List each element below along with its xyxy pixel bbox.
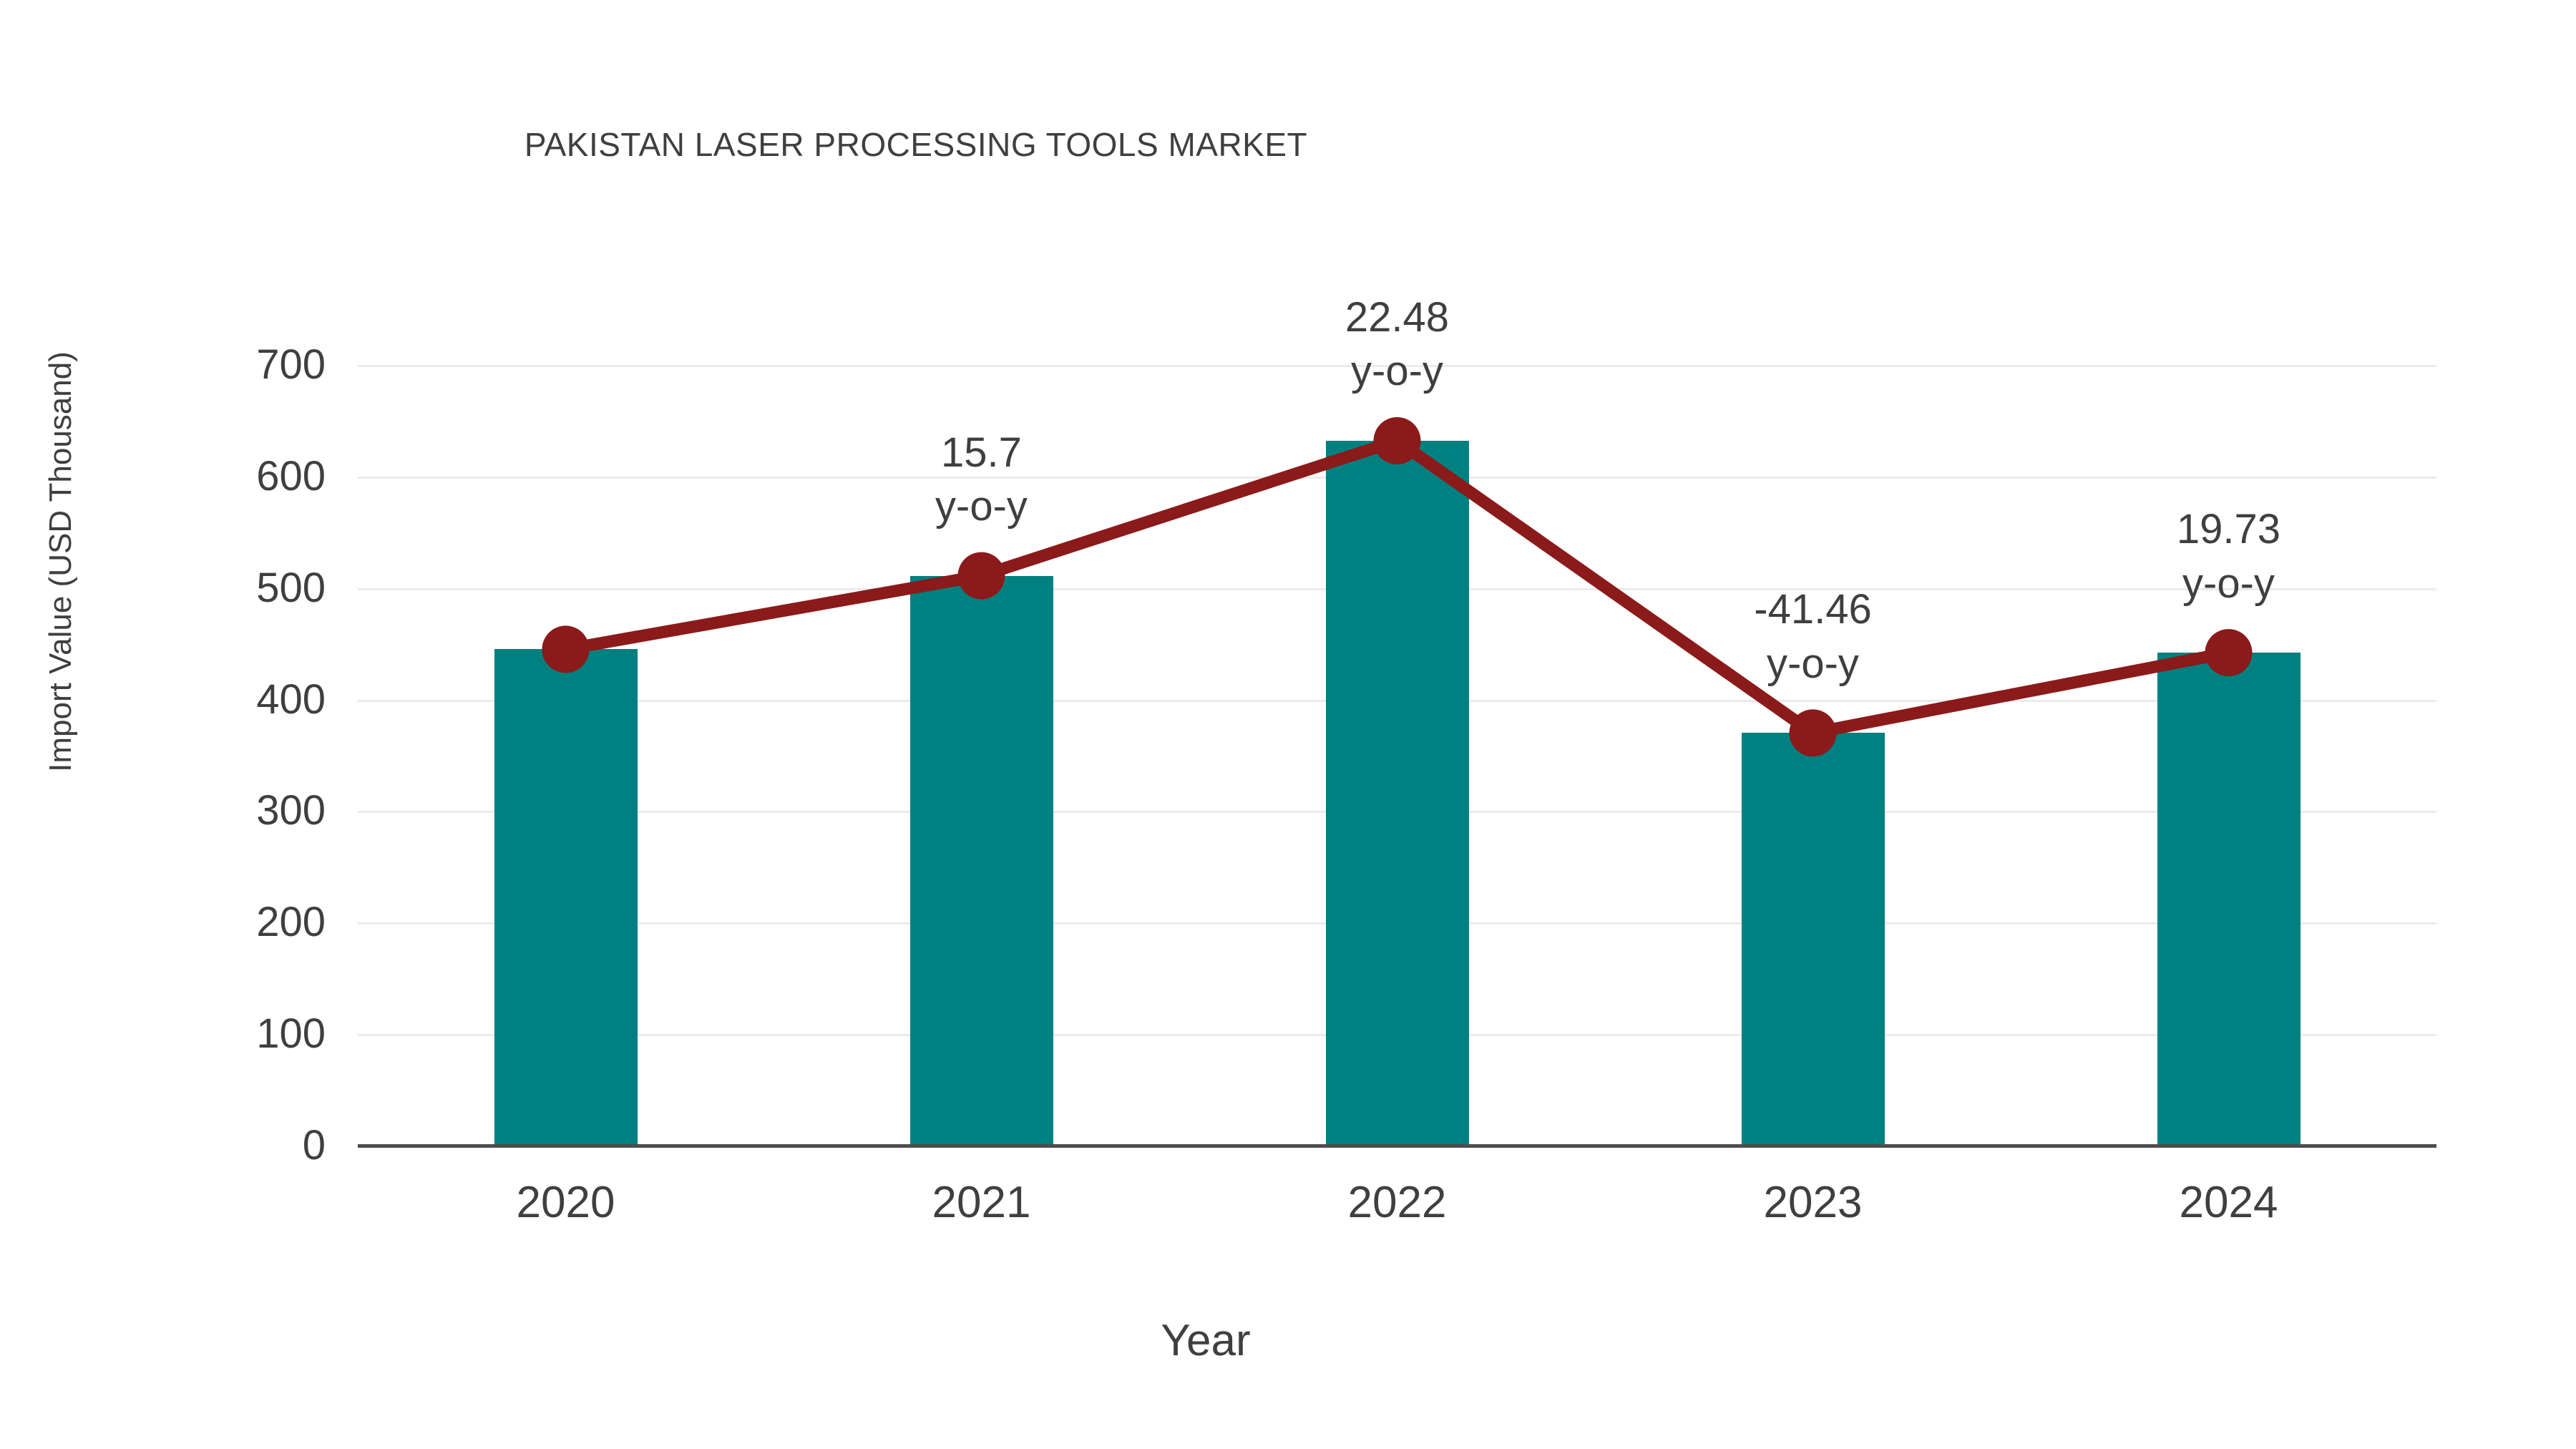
yoy-suffix: y-o-y xyxy=(1767,640,1859,687)
yoy-annotation: 22.48 y-o-y xyxy=(1247,291,1548,399)
y-axis-tick-label: 300 xyxy=(256,787,326,834)
y-axis-tick-label: 700 xyxy=(256,341,326,388)
x-axis-title: Year xyxy=(1161,1316,1251,1365)
y-axis-tick-label: 0 xyxy=(302,1122,326,1169)
yoy-value: 15.7 xyxy=(941,429,1022,476)
x-axis-tick-label: 2021 xyxy=(932,1178,1031,1227)
y-axis-tick-label: 500 xyxy=(256,564,326,611)
x-axis-tick-label: 2020 xyxy=(516,1178,615,1227)
y-axis-tick-label: 600 xyxy=(256,452,326,499)
y-axis-tick-label: 200 xyxy=(256,899,326,946)
x-axis-tick-label: 2023 xyxy=(1763,1178,1863,1227)
yoy-suffix: y-o-y xyxy=(935,482,1028,530)
yoy-value: 19.73 xyxy=(2176,506,2281,553)
bar[interactable] xyxy=(2157,653,2301,1146)
yoy-suffix: y-o-y xyxy=(2182,560,2275,607)
yoy-value: 22.48 xyxy=(1345,293,1450,341)
plot-area xyxy=(358,354,2436,1148)
x-axis-tick-label: 2022 xyxy=(1347,1178,1447,1227)
yoy-suffix: y-o-y xyxy=(1351,348,1443,395)
y-axis-tick-label: 400 xyxy=(256,675,326,723)
gridline xyxy=(358,365,2436,367)
yoy-annotation: -41.46 y-o-y xyxy=(1663,582,1963,691)
yoy-value: -41.46 xyxy=(1754,586,1872,633)
yoy-annotation: 19.73 y-o-y xyxy=(2079,502,2379,610)
x-axis-tick-label: 2024 xyxy=(2179,1178,2278,1227)
bar[interactable] xyxy=(1325,440,1469,1146)
yoy-annotation: 15.7 y-o-y xyxy=(831,426,1132,534)
x-axis-line xyxy=(358,1144,2436,1148)
y-axis-tick-label: 100 xyxy=(256,1010,326,1058)
chart-title: PAKISTAN LASER PROCESSING TOOLS MARKET xyxy=(524,126,1308,163)
bar[interactable] xyxy=(909,575,1053,1146)
y-axis-title: Import Value (USD Thousand) xyxy=(43,351,78,772)
bar[interactable] xyxy=(1741,733,1885,1146)
bar[interactable] xyxy=(494,649,638,1146)
